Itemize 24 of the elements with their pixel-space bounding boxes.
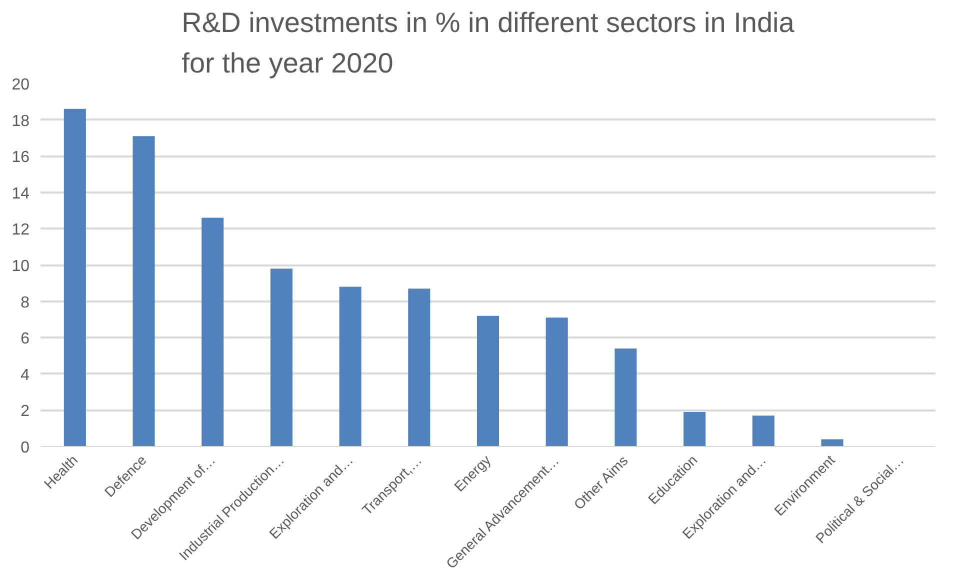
- bar: [132, 136, 155, 446]
- bar: [684, 412, 706, 446]
- bar: [202, 218, 224, 446]
- bar: [270, 268, 292, 446]
- bar: [408, 288, 430, 446]
- bar: [64, 108, 86, 446]
- y-tick-label: 4: [20, 366, 30, 384]
- bar: [614, 348, 637, 446]
- y-tick-label: 12: [12, 222, 30, 239]
- y-tick-label: 2: [20, 403, 30, 420]
- bar: [821, 439, 844, 446]
- y-tick-label: 0: [20, 440, 30, 456]
- chart-title: R&D investments in % in different sectors in India for the year 2020: [182, 7, 795, 78]
- y-tick-label: 8: [20, 294, 30, 312]
- bar: [476, 316, 500, 446]
- y-tick-label: 10: [12, 258, 30, 275]
- bar: [546, 318, 568, 446]
- y-tick-label: 18: [12, 112, 30, 130]
- y-tick-label: 16: [12, 149, 30, 166]
- y-tick-label: 20: [12, 76, 30, 94]
- y-tick-label: 6: [20, 330, 30, 348]
- bar: [752, 416, 774, 446]
- bar: [339, 286, 362, 446]
- y-tick-label: 14: [12, 185, 30, 202]
